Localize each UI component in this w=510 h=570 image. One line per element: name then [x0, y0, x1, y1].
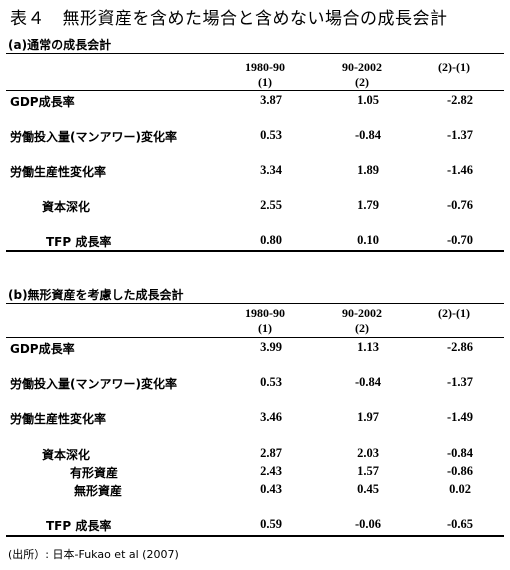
table-row: TFP 成長率 0.59 -0.06 -0.65	[6, 517, 504, 533]
section-b-header-col2: 90-2002 (2)	[342, 306, 382, 335]
table-row: TFP 成長率 0.80 0.10 -0.70	[6, 233, 504, 249]
cell-value: 1.05	[357, 93, 379, 107]
row-label: 有形資産	[70, 466, 119, 480]
cell-value: -0.86	[446, 464, 474, 478]
cell-value: -2.82	[446, 93, 474, 107]
cell-value: 2.43	[260, 464, 282, 478]
table-title: 表４ 無形資産を含めた場合と含めない場合の成長会計	[10, 9, 448, 29]
section-b-bottom-rule	[6, 535, 504, 537]
cell-value: 2.03	[357, 446, 379, 460]
cell-value: 0.59	[260, 517, 282, 531]
source-note: (出所）: 日本-Fukao et al (2007)	[8, 548, 179, 561]
cell-value: -1.37	[446, 375, 474, 389]
section-b-header-rule	[6, 337, 504, 338]
cell-value: -0.65	[446, 517, 474, 531]
table-row: 有形資産 2.43 1.57 -0.86	[6, 464, 504, 480]
row-label: 労働生産性変化率	[10, 412, 107, 426]
table-row: 無形資産 0.43 0.45 0.02	[6, 482, 504, 498]
row-label: GDP成長率	[10, 95, 75, 109]
section-b-top-rule	[6, 303, 504, 304]
row-label: 労働生産性変化率	[10, 165, 107, 179]
table-row: 資本深化 2.55 1.79 -0.76	[6, 198, 504, 214]
cell-value: 3.34	[260, 163, 282, 177]
row-label: TFP 成長率	[46, 235, 112, 249]
section-b-header-col3: (2)-(1)	[438, 306, 470, 320]
row-label: 労働投入量(マンアワー)変化率	[10, 130, 177, 144]
row-label: GDP成長率	[10, 342, 75, 356]
cell-value: 3.99	[260, 340, 282, 354]
row-label: TFP 成長率	[46, 519, 112, 533]
section-a-header-col2: 90-2002 (2)	[342, 60, 382, 89]
cell-value: -1.46	[446, 163, 474, 177]
cell-value: 0.45	[357, 482, 379, 496]
cell-value: -1.49	[446, 410, 474, 424]
cell-value: -0.70	[446, 233, 474, 247]
cell-value: 0.53	[260, 375, 282, 389]
section-a-bottom-rule	[6, 250, 504, 252]
cell-value: 0.53	[260, 128, 282, 142]
cell-value: -2.86	[446, 340, 474, 354]
section-a-label: (a)通常の成長会計	[8, 38, 112, 52]
cell-value: 3.46	[260, 410, 282, 424]
cell-value: 1.57	[357, 464, 379, 478]
table-row: GDP成長率 3.87 1.05 -2.82	[6, 93, 504, 109]
cell-value: -0.76	[446, 198, 474, 212]
table-row: 労働生産性変化率 3.46 1.97 -1.49	[6, 410, 504, 426]
cell-value: 1.13	[357, 340, 379, 354]
section-b-header-col1: 1980-90 (1)	[245, 306, 285, 335]
cell-value: 0.80	[260, 233, 282, 247]
cell-value: 0.10	[357, 233, 379, 247]
row-label: 無形資産	[74, 484, 123, 498]
section-a-header-rule	[6, 90, 504, 91]
table-row: 資本深化 2.87 2.03 -0.84	[6, 446, 504, 462]
section-b-label: (b)無形資産を考慮した成長会計	[8, 288, 184, 302]
cell-value: 3.87	[260, 93, 282, 107]
section-a-top-rule	[6, 53, 504, 54]
table-row: 労働生産性変化率 3.34 1.89 -1.46	[6, 163, 504, 179]
row-label: 資本深化	[42, 448, 91, 462]
cell-value: 1.97	[357, 410, 379, 424]
cell-value: -0.84	[354, 128, 382, 142]
cell-value: 0.02	[449, 482, 471, 496]
cell-value: 2.87	[260, 446, 282, 460]
row-label: 資本深化	[42, 200, 91, 214]
cell-value: -1.37	[446, 128, 474, 142]
cell-value: 0.43	[260, 482, 282, 496]
cell-value: -0.84	[446, 446, 474, 460]
section-a-header-col1: 1980-90 (1)	[245, 60, 285, 89]
section-a-header-col3: (2)-(1)	[438, 60, 470, 74]
table-row: GDP成長率 3.99 1.13 -2.86	[6, 340, 504, 356]
table-row: 労働投入量(マンアワー)変化率 0.53 -0.84 -1.37	[6, 128, 504, 144]
table-row: 労働投入量(マンアワー)変化率 0.53 -0.84 -1.37	[6, 375, 504, 391]
cell-value: -0.84	[354, 375, 382, 389]
cell-value: 1.79	[357, 198, 379, 212]
cell-value: 1.89	[357, 163, 379, 177]
cell-value: 2.55	[260, 198, 282, 212]
cell-value: -0.06	[354, 517, 382, 531]
row-label: 労働投入量(マンアワー)変化率	[10, 377, 177, 391]
